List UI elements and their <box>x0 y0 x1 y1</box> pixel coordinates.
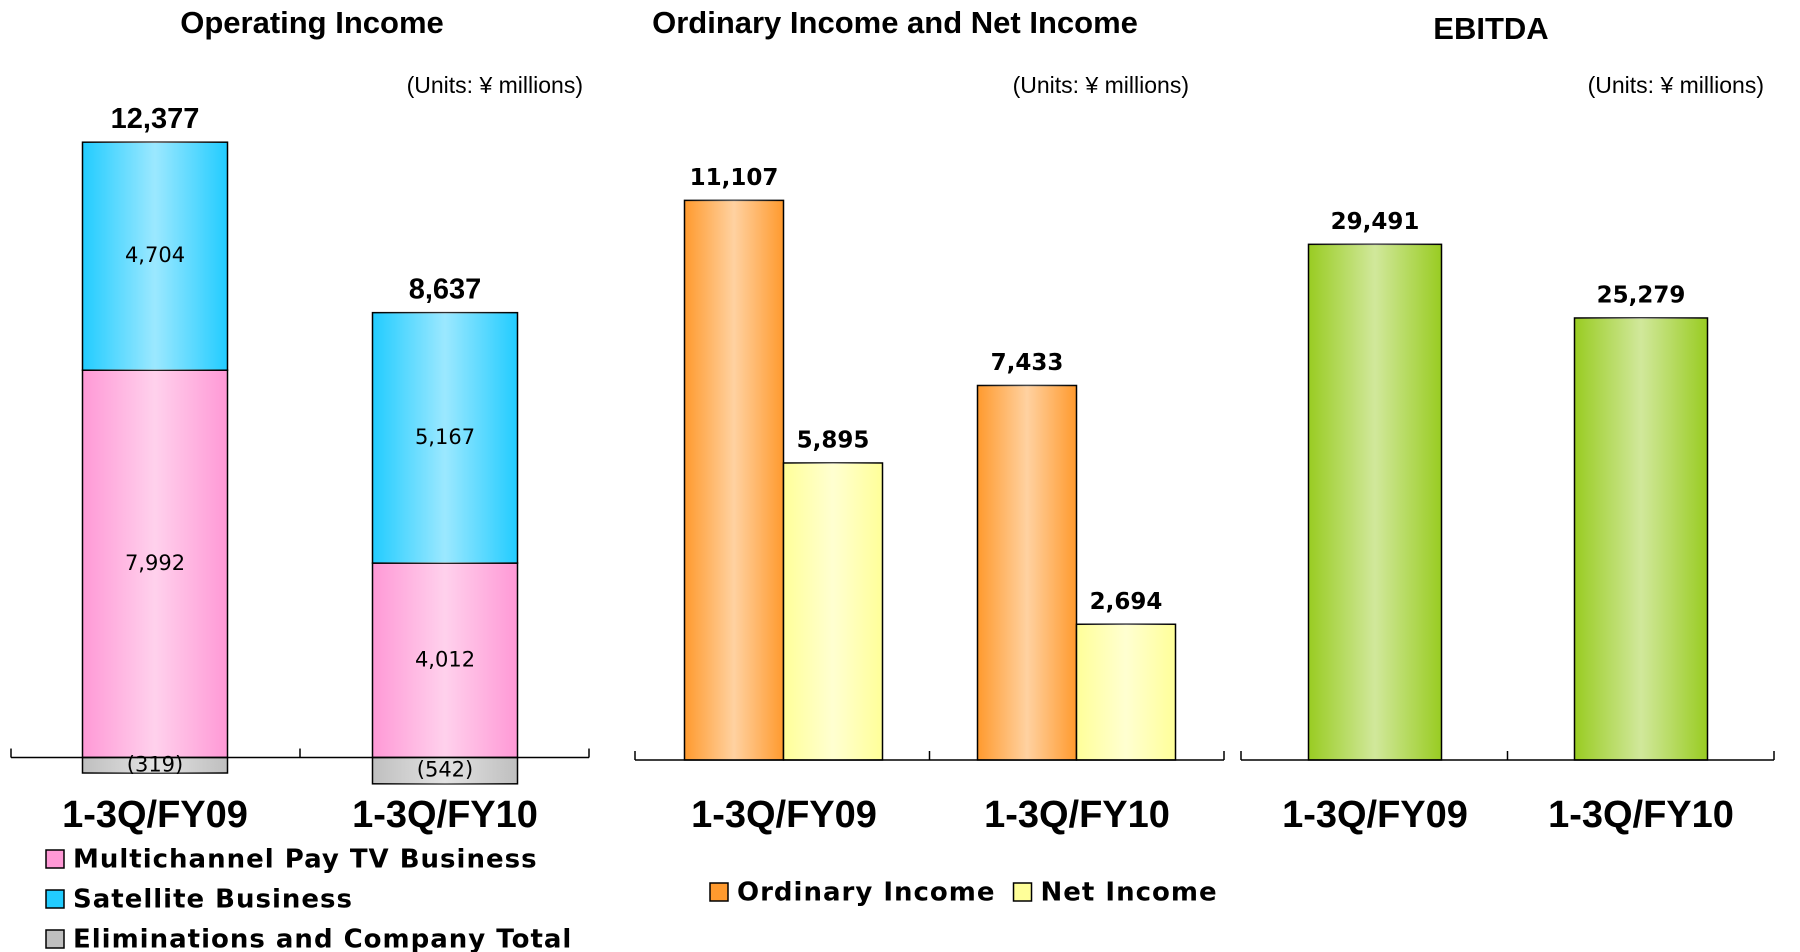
x-tick-label: 1-3Q/FY10 <box>352 794 538 836</box>
legend-label: Net Income <box>1041 878 1218 908</box>
bar <box>1307 243 1443 761</box>
segment-label: 4,704 <box>125 243 185 267</box>
segment-label: 5,167 <box>415 425 475 449</box>
legend-swatch <box>709 882 729 902</box>
segment-label: (319) <box>127 752 183 776</box>
bar <box>976 384 1078 761</box>
legend-label: Satellite Business <box>73 885 353 915</box>
chart-title: EBITDA <box>1433 11 1548 46</box>
bar <box>1075 623 1177 761</box>
segment-label: (542) <box>417 758 473 782</box>
x-tick-label: 1-3Q/FY09 <box>691 794 877 836</box>
value-label: 29,491 <box>1331 209 1420 235</box>
legend-swatch <box>45 929 65 949</box>
legend-swatch <box>45 849 65 869</box>
total-label: 12,377 <box>111 103 200 135</box>
value-label: 5,895 <box>797 427 870 453</box>
segment-label: 4,012 <box>415 647 475 671</box>
segment-label: 7,992 <box>125 551 185 575</box>
bar <box>782 462 884 761</box>
value-label: 25,279 <box>1597 282 1686 308</box>
units-note: (Units: ¥ millions) <box>1588 72 1764 98</box>
units-note: (Units: ¥ millions) <box>407 72 583 98</box>
legend-label: Eliminations and Company Total <box>73 925 572 952</box>
chart-title: Operating Income <box>180 5 444 40</box>
x-tick-label: 1-3Q/FY10 <box>1548 794 1734 836</box>
value-label: 2,694 <box>1090 589 1163 615</box>
value-label: 7,433 <box>991 350 1064 376</box>
legend-swatch <box>45 889 65 909</box>
x-tick-label: 1-3Q/FY09 <box>1282 794 1468 836</box>
x-tick-label: 1-3Q/FY09 <box>62 794 248 836</box>
legend-swatch <box>1012 882 1033 902</box>
bar <box>1573 317 1709 761</box>
total-label: 8,637 <box>409 273 482 305</box>
bar <box>683 199 785 761</box>
legend-label: Ordinary Income <box>737 878 996 908</box>
units-note: (Units: ¥ millions) <box>1013 72 1189 98</box>
legend-label: Multichannel Pay TV Business <box>73 845 538 875</box>
chart-title: Ordinary Income and Net Income <box>652 5 1138 40</box>
x-tick-label: 1-3Q/FY10 <box>984 794 1170 836</box>
value-label: 11,107 <box>690 165 779 191</box>
